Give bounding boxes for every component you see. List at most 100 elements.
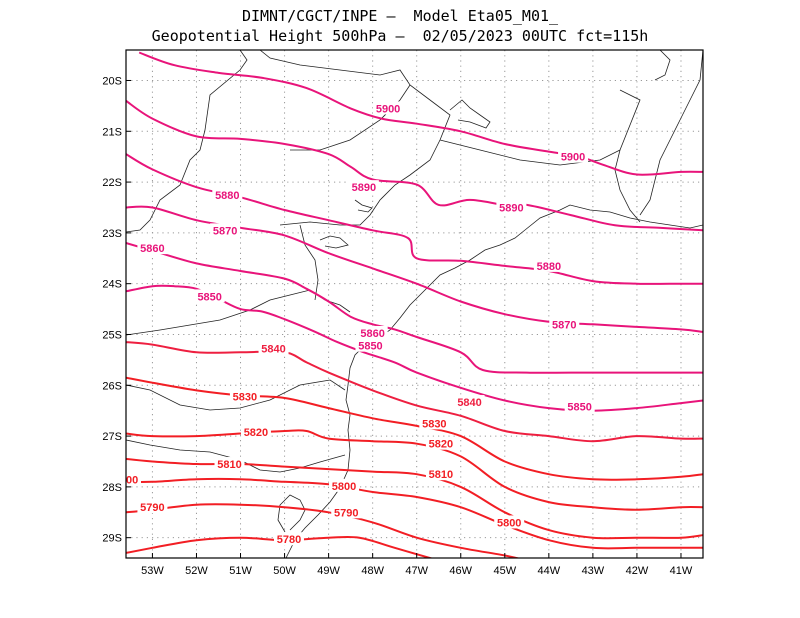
contour-label-bg [240, 425, 271, 439]
contour-label-5850: 5850 [567, 402, 591, 414]
contour-label-bg [425, 467, 456, 481]
lat-tick-label: 25S [102, 329, 122, 341]
contour-label-bg [454, 395, 485, 409]
contour-label-5850: 5850 [197, 291, 221, 303]
contour-label-5870: 5870 [213, 225, 237, 237]
contour-label-5790: 5790 [334, 507, 358, 519]
lon-tick-label: 48W [361, 565, 384, 577]
reservoir-sp [354, 199, 373, 213]
contour-label-5850: 5850 [358, 341, 382, 353]
contour-label-5880: 5880 [215, 190, 239, 202]
height-contours: 5900 5900 5890 5890 5880 5880 5870 5870 5860 5860… [114, 51, 703, 558]
reservoir-pr [319, 235, 349, 249]
coastline-north [639, 50, 703, 216]
contour-label-5870: 5870 [552, 319, 576, 331]
chart-title-line1: DIMNT/CGCT/INPE – Model Eta05_M01_ [241, 7, 559, 25]
contour-label-bg [212, 187, 243, 201]
contour-line-5890 [126, 99, 703, 232]
contour-line-5820 [126, 429, 703, 511]
contour-label-5900: 5900 [376, 103, 400, 115]
state-border-inner [290, 84, 411, 151]
lat-tick-label: 26S [102, 380, 122, 392]
contour-line-5790 [126, 503, 521, 558]
state-border-ba [654, 50, 671, 81]
contour-label-bg [558, 149, 589, 163]
contour-label-5800: 5800 [497, 517, 521, 529]
contour-line-5880 [126, 153, 703, 285]
lagoon-patos [277, 494, 306, 533]
contour-label-bg [229, 389, 260, 403]
lon-tick-label: 41W [670, 565, 693, 577]
contour-label-bg [214, 457, 245, 471]
contour-label-bg [564, 399, 595, 413]
lon-tick-label: 42W [626, 565, 649, 577]
contour-label-5880: 5880 [537, 261, 561, 273]
contour-line-5870 [126, 205, 703, 333]
contour-label-5840: 5840 [457, 397, 481, 409]
contour-label-5860: 5860 [360, 328, 384, 340]
lat-tick-label: 28S [102, 482, 122, 494]
contour-label-bg [496, 200, 527, 214]
state-border-sp-mg [259, 50, 451, 226]
contour-label-5860: 5860 [140, 243, 164, 255]
lat-tick-label: 20S [102, 75, 122, 87]
lat-tick-label: 27S [102, 431, 122, 443]
reservoir-furnas [449, 99, 491, 129]
state-border-es [614, 89, 641, 223]
contour-label-5840: 5840 [261, 344, 285, 356]
contour-label-bg [355, 338, 386, 352]
lat-tick-label: 23S [102, 228, 122, 240]
state-border-pr-sp [126, 289, 351, 336]
contour-label-bg [210, 223, 241, 237]
state-border-mg-rj [439, 139, 621, 166]
contour-label-5810: 5810 [217, 459, 241, 471]
contour-label-bg [533, 258, 564, 272]
contour-label-bg [137, 241, 168, 255]
contour-label-5810: 5810 [429, 469, 453, 481]
contour-label-bg [419, 416, 450, 430]
lon-tick-label: 51W [229, 565, 252, 577]
lon-tick-label: 46W [449, 565, 472, 577]
contour-label-5900: 5900 [561, 152, 585, 164]
state-border-ms-pr [126, 50, 248, 233]
lon-tick-label: 53W [141, 565, 164, 577]
contour-label-bg [194, 289, 225, 303]
contour-line-5900 [138, 51, 703, 176]
contour-line-5810 [126, 457, 703, 540]
lon-tick-label: 52W [185, 565, 208, 577]
contour-label-5890: 5890 [499, 202, 523, 214]
contour-label-bg [273, 532, 304, 546]
contour-label-5890: 5890 [352, 182, 376, 194]
contour-label-bg [331, 505, 362, 519]
contour-label-5820: 5820 [244, 427, 268, 439]
contour-label-bg [258, 341, 289, 355]
map-frame [125, 49, 704, 559]
lat-tick-label: 22S [102, 177, 122, 189]
lon-tick-label: 47W [405, 565, 428, 577]
contour-label-bg [494, 515, 525, 529]
contour-line-5800 [126, 477, 703, 550]
contour-label-bg [126, 472, 141, 486]
contour-line-5840 [126, 341, 703, 443]
contour-label-5800: 5800 [114, 474, 138, 486]
lon-tick-label: 49W [317, 565, 340, 577]
contour-label-5800: 5800 [332, 481, 356, 493]
chart-title-line2: Geopotential Height 500hPa – 02/05/2023 … [151, 27, 649, 45]
lon-tick-label: 50W [273, 565, 296, 577]
lon-tick-label: 43W [582, 565, 605, 577]
contour-label-5830: 5830 [422, 418, 446, 430]
contour-label-bg [549, 317, 580, 331]
lat-tick-label: 21S [102, 126, 122, 138]
contour-label-bg [373, 101, 404, 115]
lat-lon-grid [126, 50, 703, 558]
contour-label-bg [425, 436, 456, 450]
contour-label-5790: 5790 [140, 502, 164, 514]
lon-tick-label: 44W [538, 565, 561, 577]
coastline-and-state-borders [126, 50, 703, 558]
contour-label-bg [329, 478, 360, 492]
lon-tick-label: 45W [493, 565, 516, 577]
contour-label-bg [357, 325, 388, 339]
axes: 53W 52W 51W 50W 49W 48W 47W 46W 45W 44W 43W 42W 41W 2… [102, 75, 692, 577]
state-border-pr-sc [126, 379, 346, 411]
